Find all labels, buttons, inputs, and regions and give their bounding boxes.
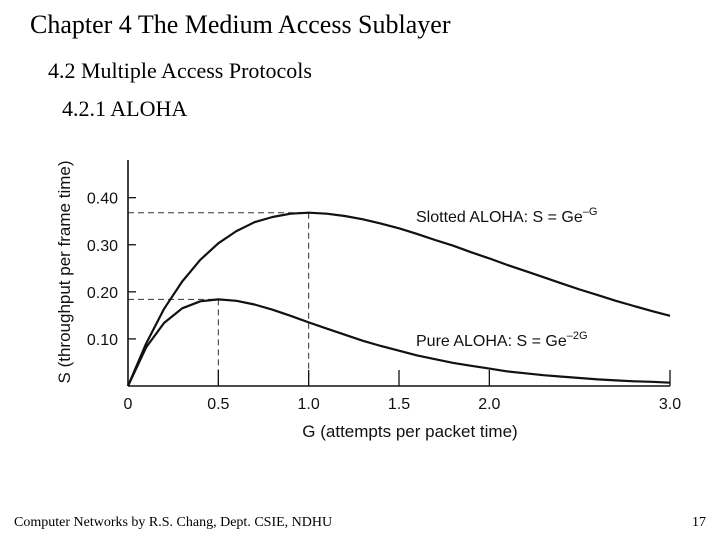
- y-axis-ticks: 0.10 0.20 0.30 0.40: [87, 191, 136, 349]
- page-number: 17: [692, 515, 706, 530]
- x-tick-label: 1.0: [298, 396, 320, 413]
- y-tick-label: 0.20: [87, 285, 118, 302]
- x-tick-label: 0: [124, 396, 133, 413]
- subsection-heading: 4.2.1 ALOHA: [62, 96, 188, 121]
- section-heading: 4.2 Multiple Access Protocols: [48, 58, 312, 83]
- chart-series: [126, 211, 671, 387]
- x-tick-label: 1.5: [388, 396, 410, 413]
- slide-title: Chapter 4 The Medium Access Sublayer: [30, 10, 451, 39]
- x-tick-label: 3.0: [659, 396, 681, 413]
- y-tick-label: 0.10: [87, 332, 118, 349]
- y-tick-label: 0.40: [87, 191, 118, 208]
- x-axis-ticks: 0 0.5 1.0 1.5 2.0 3.0: [124, 370, 681, 413]
- x-tick-label: 2.0: [478, 396, 500, 413]
- x-tick-label: 0.5: [207, 396, 229, 413]
- pure-aloha-curve: [127, 298, 671, 387]
- pure-aloha-label: Pure ALOHA: S = Ge–2G: [416, 330, 588, 350]
- y-axis-label: S (throughput per frame time): [55, 161, 74, 384]
- slotted-aloha-label: Slotted ALOHA: S = Ge–G: [416, 206, 597, 226]
- series-labels: Slotted ALOHA: S = Ge–G Pure ALOHA: S = G…: [416, 206, 597, 350]
- x-axis-label: G (attempts per packet time): [302, 422, 517, 441]
- footer-credit: Computer Networks by R.S. Chang, Dept. C…: [14, 515, 333, 530]
- y-tick-label: 0.30: [87, 238, 118, 255]
- chart-axes: [127, 160, 670, 387]
- slotted-aloha-curve: [126, 211, 671, 387]
